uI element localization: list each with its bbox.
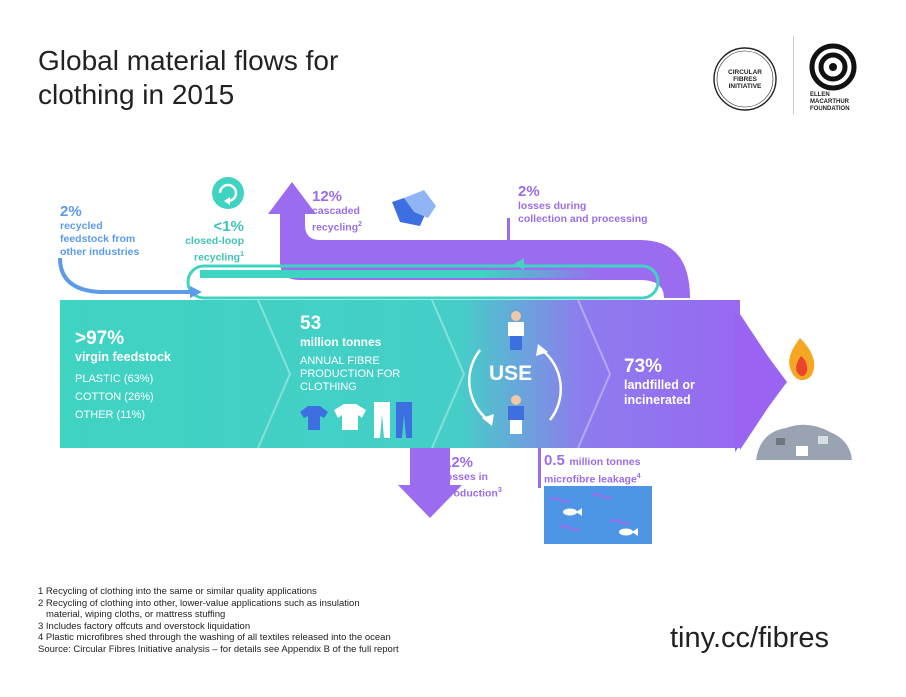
footnote-source: Source: Circular Fibres Initiative analy… bbox=[38, 643, 399, 655]
collection-losses-flow bbox=[507, 218, 510, 240]
fabric-icon bbox=[392, 190, 436, 226]
use-arrowhead-left bbox=[482, 414, 494, 426]
recycled-feedstock-flow bbox=[58, 257, 190, 294]
recycle-icon bbox=[212, 177, 244, 209]
cascaded-line-1: cascaded bbox=[312, 205, 360, 217]
person-icon-bottom bbox=[508, 395, 524, 434]
cascaded-pct: 12% bbox=[312, 188, 343, 205]
cfi-logo-line-1: CIRCULAR bbox=[728, 69, 762, 76]
fire-icon bbox=[789, 338, 815, 380]
production-losses-label: 12% losses in production3 bbox=[443, 454, 502, 501]
closed-loop-label: <1% closed-loop recycling1 bbox=[170, 218, 244, 265]
production-losses-line-2: production bbox=[443, 487, 498, 500]
emf-logo-line-3: FOUNDATION bbox=[810, 106, 850, 112]
closed-loop-line-2: recycling bbox=[193, 251, 241, 264]
collection-losses-line-2: collection and processing bbox=[518, 213, 648, 225]
use-arrow-right bbox=[541, 349, 562, 421]
recycled-feedstock-line-1: recycled bbox=[60, 220, 103, 232]
production-label: 53 million tonnes ANNUAL FIBRE PRODUCTIO… bbox=[300, 313, 400, 394]
emf-logo: ELLEN MACARTHUR FOUNDATION bbox=[808, 42, 868, 118]
emf-logo-line-2: MACARTHUR bbox=[810, 99, 849, 105]
footnote-2: 2 Recycling of clothing into other, lowe… bbox=[38, 597, 360, 609]
collection-losses-pct: 2% bbox=[518, 183, 540, 200]
report-url[interactable]: tiny.cc/fibres bbox=[670, 622, 830, 654]
trousers-icon-blue bbox=[396, 402, 412, 438]
microfibre-footnote-ref: 4 bbox=[636, 473, 641, 480]
person-icon-top bbox=[508, 311, 524, 350]
recycled-feedstock-line-2: feedstock from bbox=[60, 233, 136, 245]
production-losses-flow bbox=[398, 448, 462, 518]
closed-loop-inner bbox=[186, 264, 660, 300]
use-label: USE bbox=[489, 362, 533, 385]
landfill-pct: 73% bbox=[624, 356, 663, 377]
closed-loop-pct: <1% bbox=[213, 218, 244, 235]
title-line-1: Global material flows for bbox=[38, 45, 339, 76]
microfibre-flow bbox=[538, 448, 541, 488]
use-arrowhead-right bbox=[536, 344, 548, 356]
production-amount: 53 bbox=[300, 313, 322, 334]
trousers-icon-white bbox=[374, 402, 390, 438]
page-title: Global material flows for clothing in 20… bbox=[38, 44, 338, 112]
tshirt-icon-white bbox=[334, 404, 366, 430]
title-line-2: clothing in 2015 bbox=[38, 79, 235, 110]
landfill-label: 73% landfilled or incinerated bbox=[624, 356, 695, 408]
footnote-4: 4 Plastic microfibres shed through the w… bbox=[38, 632, 391, 644]
microfibre-label: 0.5 million tonnes microfibre leakage4 bbox=[544, 452, 641, 487]
production-losses-footnote-ref: 3 bbox=[497, 487, 502, 494]
footnote-1: 1 Recycling of clothing into the same or… bbox=[38, 586, 317, 597]
collection-losses-line-1: losses during bbox=[518, 200, 587, 212]
closed-loop-line-1: closed-loop bbox=[185, 235, 244, 247]
cascaded-footnote-ref: 2 bbox=[358, 221, 363, 228]
emf-logo-line-1: ELLEN bbox=[810, 92, 830, 98]
cascaded-line-2: recycling bbox=[312, 221, 359, 234]
landfill-line-1: landfilled or bbox=[624, 378, 695, 392]
footnote-3: 3 Includes factory offcuts and overstock… bbox=[38, 620, 251, 632]
main-arrowhead bbox=[735, 312, 787, 452]
cfi-logo-line-2: FIBRES bbox=[733, 76, 757, 83]
production-line-2: PRODUCTION FOR bbox=[300, 368, 401, 380]
closed-loop-flow bbox=[200, 270, 672, 298]
virgin-item-cotton: COTTON (26%) bbox=[75, 391, 154, 403]
chevron-3 bbox=[577, 299, 612, 449]
main-flow bbox=[60, 300, 785, 450]
logo-divider bbox=[793, 36, 794, 114]
recycled-feedstock-pct: 2% bbox=[60, 203, 82, 220]
landfill-line-2: incinerated bbox=[624, 393, 691, 407]
production-losses-line-1: losses in bbox=[443, 471, 488, 483]
closed-loop-footnote-ref: 1 bbox=[240, 251, 244, 258]
microfibre-unit: million tonnes bbox=[569, 456, 641, 468]
chevron-2 bbox=[431, 299, 466, 449]
production-losses-pct: 12% bbox=[443, 454, 474, 471]
microfibre-amount: 0.5 bbox=[544, 452, 565, 469]
closed-loop-arrowhead bbox=[514, 258, 524, 270]
recycled-feedstock-line-3: other industries bbox=[60, 246, 140, 258]
recycled-feedstock-arrowhead bbox=[190, 286, 202, 298]
tshirt-icon-blue bbox=[300, 406, 328, 430]
virgin-feedstock-pct: >97% bbox=[75, 328, 125, 349]
cfi-logo: CIRCULAR FIBRES INITIATIVE bbox=[710, 44, 780, 114]
production-line-3: CLOTHING bbox=[300, 381, 357, 393]
virgin-feedstock-text: virgin feedstock bbox=[75, 350, 171, 364]
landfill-icon bbox=[756, 424, 852, 460]
collection-losses-label: 2% losses during collection and processi… bbox=[518, 183, 648, 226]
virgin-item-other: OTHER (11%) bbox=[75, 409, 146, 421]
virgin-feedstock-label: >97% virgin feedstock PLASTIC (63%) COTT… bbox=[75, 328, 171, 424]
cascaded-label: 12% cascaded recycling2 bbox=[312, 188, 362, 235]
production-line-1: ANNUAL FIBRE bbox=[300, 355, 380, 367]
chevron-1 bbox=[257, 299, 292, 449]
cfi-logo-line-3: INITIATIVE bbox=[728, 83, 762, 90]
production-unit: million tonnes bbox=[300, 335, 382, 349]
recycled-feedstock-label: 2% recycled feedstock from other industr… bbox=[60, 203, 139, 259]
cascaded-arrowhead bbox=[268, 182, 316, 214]
footnote-2-cont: material, wiping cloths, or mattress stu… bbox=[46, 609, 226, 621]
virgin-item-plastic: PLASTIC (63%) bbox=[75, 373, 154, 385]
footnotes: 1 Recycling of clothing into the same or… bbox=[38, 586, 399, 656]
ocean-icon bbox=[544, 486, 652, 544]
microfibre-line-2: microfibre leakage bbox=[544, 473, 637, 486]
use-arrow-left bbox=[468, 349, 489, 421]
